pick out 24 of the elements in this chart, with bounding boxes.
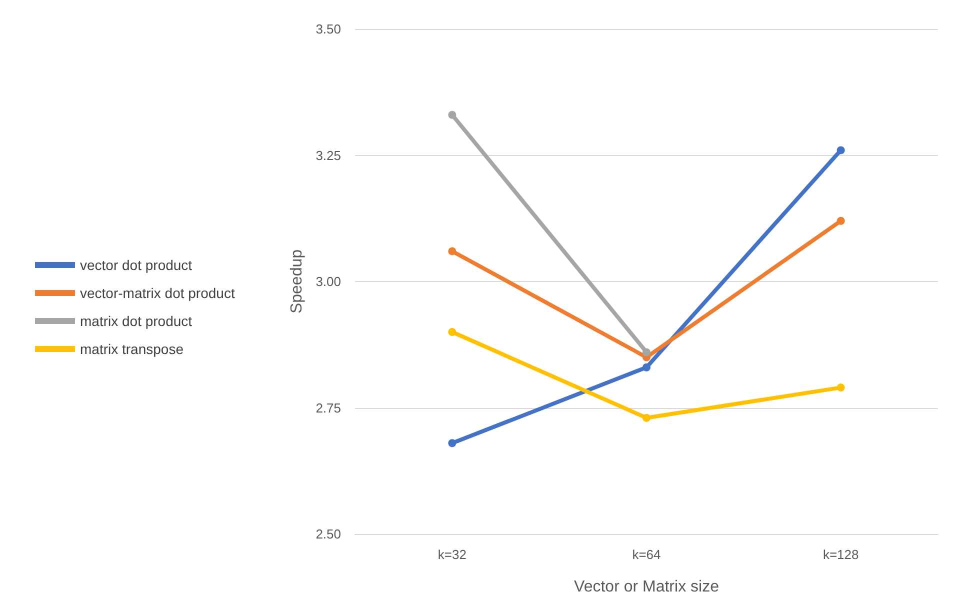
y-axis-title: Speedup	[288, 249, 306, 314]
y-tick-label: 3.50	[316, 22, 341, 36]
point	[642, 414, 650, 422]
x-axis-title: Vector or Matrix size	[574, 578, 720, 596]
y-tick-label: 3.00	[316, 274, 341, 289]
point	[642, 363, 650, 372]
y-tick-label: 3.25	[316, 148, 341, 163]
point	[836, 384, 845, 392]
point	[448, 110, 456, 119]
point	[448, 247, 456, 256]
x-tick-label: k=32	[438, 547, 466, 562]
legend-label: matrix transpose	[80, 341, 184, 357]
point	[836, 146, 845, 154]
x-tick-label: k=128	[822, 547, 859, 562]
point	[448, 328, 456, 336]
legend-label: vector dot product	[80, 257, 192, 273]
legend-label: matrix dot product	[80, 313, 192, 329]
point	[448, 439, 456, 448]
point	[836, 216, 845, 225]
legend-label: vector-matrix dot product	[80, 285, 235, 301]
y-tick-label: 2.75	[316, 400, 341, 416]
y-tick-label: 2.50	[316, 526, 341, 542]
x-tick-label: k=64	[632, 547, 661, 562]
point	[642, 348, 650, 356]
